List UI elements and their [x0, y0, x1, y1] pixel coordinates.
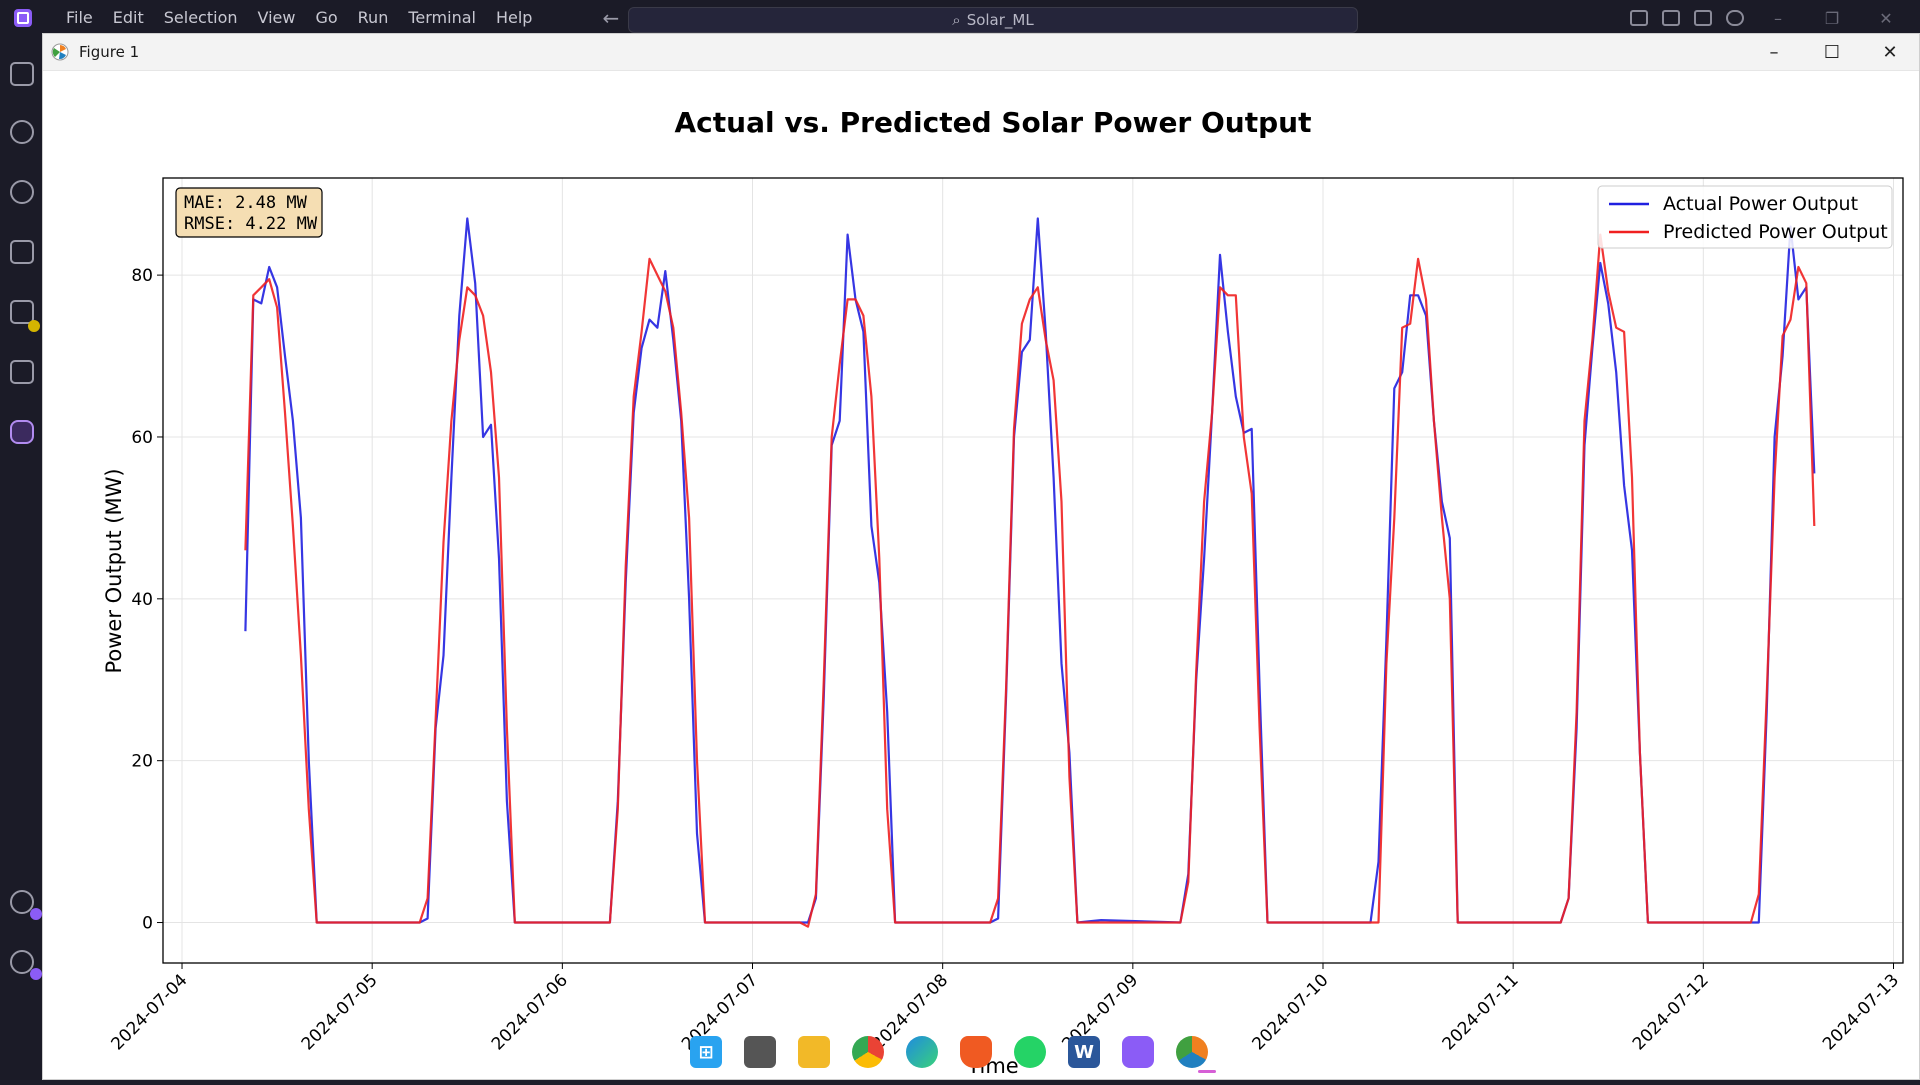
- x-tick-label: 2024-07-12: [1629, 970, 1713, 1054]
- predicted-power-line: [244, 233, 1816, 928]
- vscode-titlebar: File Edit Selection View Go Run Terminal…: [0, 0, 1920, 36]
- settings-gear-icon[interactable]: [10, 950, 34, 974]
- y-axis-label: Power Output (MW): [102, 468, 126, 673]
- figure-maximize-button[interactable]: ☐: [1823, 41, 1841, 63]
- assistant-icon[interactable]: [10, 420, 34, 444]
- file-explorer-icon[interactable]: [798, 1036, 830, 1068]
- python-figure-icon[interactable]: [1176, 1036, 1208, 1068]
- series-lines: [244, 217, 1816, 928]
- plot-area: Actual vs. Predicted Solar Power Output …: [43, 71, 1920, 1081]
- x-tick-label: 2024-07-10: [1249, 970, 1333, 1054]
- y-axis-ticks: 0 20 40 60 80: [131, 266, 163, 934]
- x-tick-label: 2024-07-05: [298, 970, 382, 1054]
- y-tick-label: 0: [142, 914, 153, 934]
- restore-icon[interactable]: ❐: [1824, 8, 1840, 28]
- figure-window-controls: – ☐ ✕: [1745, 42, 1919, 63]
- app-logo-icon: [14, 9, 32, 27]
- testing-icon[interactable]: [10, 360, 34, 384]
- vscode-variant-icon[interactable]: [1122, 1036, 1154, 1068]
- extensions-icon[interactable]: [10, 300, 34, 324]
- extensions-badge: [28, 320, 40, 332]
- x-tick-label: 2024-07-06: [488, 970, 572, 1054]
- menu-go[interactable]: Go: [315, 8, 338, 27]
- source-control-icon[interactable]: [10, 180, 34, 204]
- y-tick-label: 20: [131, 752, 153, 772]
- legend-actual-label: Actual Power Output: [1663, 193, 1858, 215]
- line-chart: Actual vs. Predicted Solar Power Output …: [102, 106, 1904, 1078]
- active-app-indicator: [1198, 1070, 1216, 1073]
- close-icon[interactable]: ✕: [1879, 8, 1893, 28]
- menu-help[interactable]: Help: [495, 8, 533, 27]
- search-activity-icon[interactable]: [10, 120, 34, 144]
- figure-minimize-button[interactable]: –: [1769, 41, 1779, 63]
- x-tick-label: 2024-07-04: [108, 970, 192, 1054]
- y-tick-label: 40: [131, 590, 153, 610]
- account-badge: [30, 908, 42, 920]
- settings-badge: [30, 968, 42, 980]
- minimize-icon[interactable]: –: [1774, 8, 1782, 28]
- y-tick-label: 60: [131, 428, 153, 448]
- menu-bar: File Edit Selection View Go Run Terminal…: [56, 0, 542, 36]
- matplotlib-icon: [51, 43, 69, 61]
- search-label: Solar_ML: [966, 11, 1034, 29]
- menu-file[interactable]: File: [66, 8, 93, 27]
- mae-text: MAE: 2.48 MW: [184, 193, 308, 213]
- task-view-icon[interactable]: [744, 1036, 776, 1068]
- x-tick-label: 2024-07-13: [1819, 970, 1903, 1054]
- figure-close-button[interactable]: ✕: [1882, 41, 1898, 63]
- legend-predicted-label: Predicted Power Output: [1663, 221, 1888, 243]
- brave-icon[interactable]: [960, 1036, 992, 1068]
- menu-run[interactable]: Run: [357, 8, 389, 27]
- activity-bar: [0, 36, 42, 1080]
- word-icon[interactable]: W: [1068, 1036, 1100, 1068]
- actual-power-line: [244, 217, 1816, 924]
- legend: Actual Power Output Predicted Power Outp…: [1597, 185, 1893, 249]
- toggle-panel-icon[interactable]: [1694, 10, 1712, 26]
- menu-terminal[interactable]: Terminal: [408, 8, 476, 27]
- toggle-sidebar-icon[interactable]: [1662, 10, 1680, 26]
- figure-titlebar: Figure 1 – ☐ ✕: [43, 34, 1919, 71]
- rmse-text: RMSE: 4.22 MW: [184, 214, 318, 234]
- taskbar: ⊞ W: [690, 1030, 1208, 1074]
- figure-title: Figure 1: [79, 43, 140, 61]
- account-icon[interactable]: [10, 890, 34, 914]
- explorer-icon[interactable]: [10, 62, 34, 86]
- edge-icon[interactable]: [906, 1036, 938, 1068]
- search-icon: ⌕: [952, 11, 961, 29]
- x-tick-label: 2024-07-11: [1439, 970, 1523, 1054]
- windows-start-icon[interactable]: ⊞: [690, 1036, 722, 1068]
- menu-view[interactable]: View: [257, 8, 296, 27]
- command-center-search[interactable]: ⌕ Solar_ML: [628, 7, 1358, 33]
- menu-selection[interactable]: Selection: [163, 8, 238, 27]
- layout-icon[interactable]: [1630, 10, 1648, 26]
- whatsapp-icon[interactable]: [1014, 1036, 1046, 1068]
- chrome-icon[interactable]: [852, 1036, 884, 1068]
- metrics-box: MAE: 2.48 MW RMSE: 4.22 MW: [175, 187, 323, 238]
- y-tick-label: 80: [131, 266, 153, 286]
- back-arrow-icon[interactable]: ←: [602, 6, 620, 30]
- plot-frame: [162, 177, 1904, 964]
- run-debug-icon[interactable]: [10, 240, 34, 264]
- figure-window: Figure 1 – ☐ ✕ Actual vs. Predicted Sola…: [42, 33, 1920, 1080]
- chart-title: Actual vs. Predicted Solar Power Output: [675, 106, 1312, 139]
- chat-icon[interactable]: [1726, 10, 1744, 26]
- menu-edit[interactable]: Edit: [112, 8, 144, 27]
- title-actions: – ❐ ✕: [1630, 0, 1906, 36]
